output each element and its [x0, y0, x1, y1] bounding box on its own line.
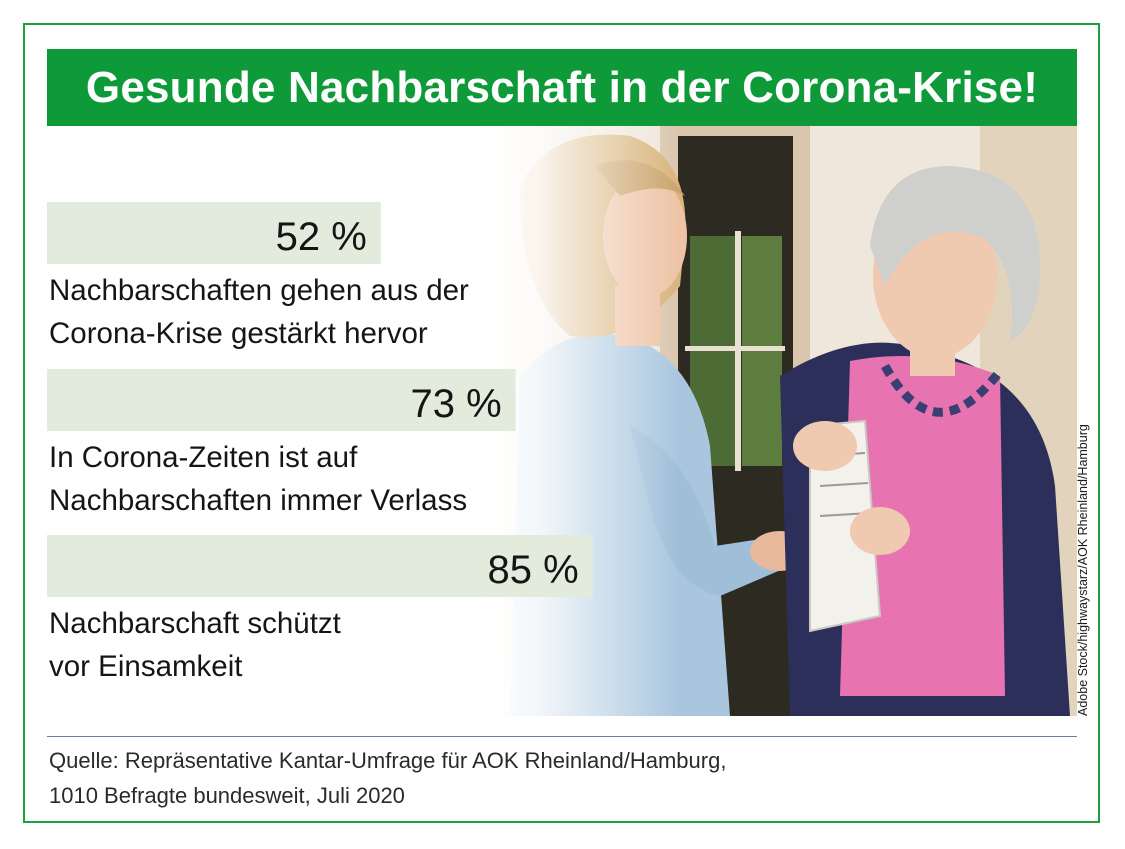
- source-line-1: Quelle: Repräsentative Kantar-Umfrage fü…: [49, 748, 727, 773]
- source-note: Quelle: Repräsentative Kantar-Umfrage fü…: [49, 743, 1049, 813]
- chart-title: Gesunde Nachbarschaft in der Corona-Kris…: [85, 62, 1039, 112]
- source-divider: [47, 736, 1077, 737]
- title-banner: Gesunde Nachbarschaft in der Corona-Kris…: [47, 49, 1077, 126]
- photo-fade-overlay: [480, 126, 680, 716]
- photo-credit: Adobe Stock/highwaystarz/AOK Rheinland/H…: [1076, 424, 1090, 716]
- source-line-2: 1010 Befragte bundesweit, Juli 2020: [49, 783, 405, 808]
